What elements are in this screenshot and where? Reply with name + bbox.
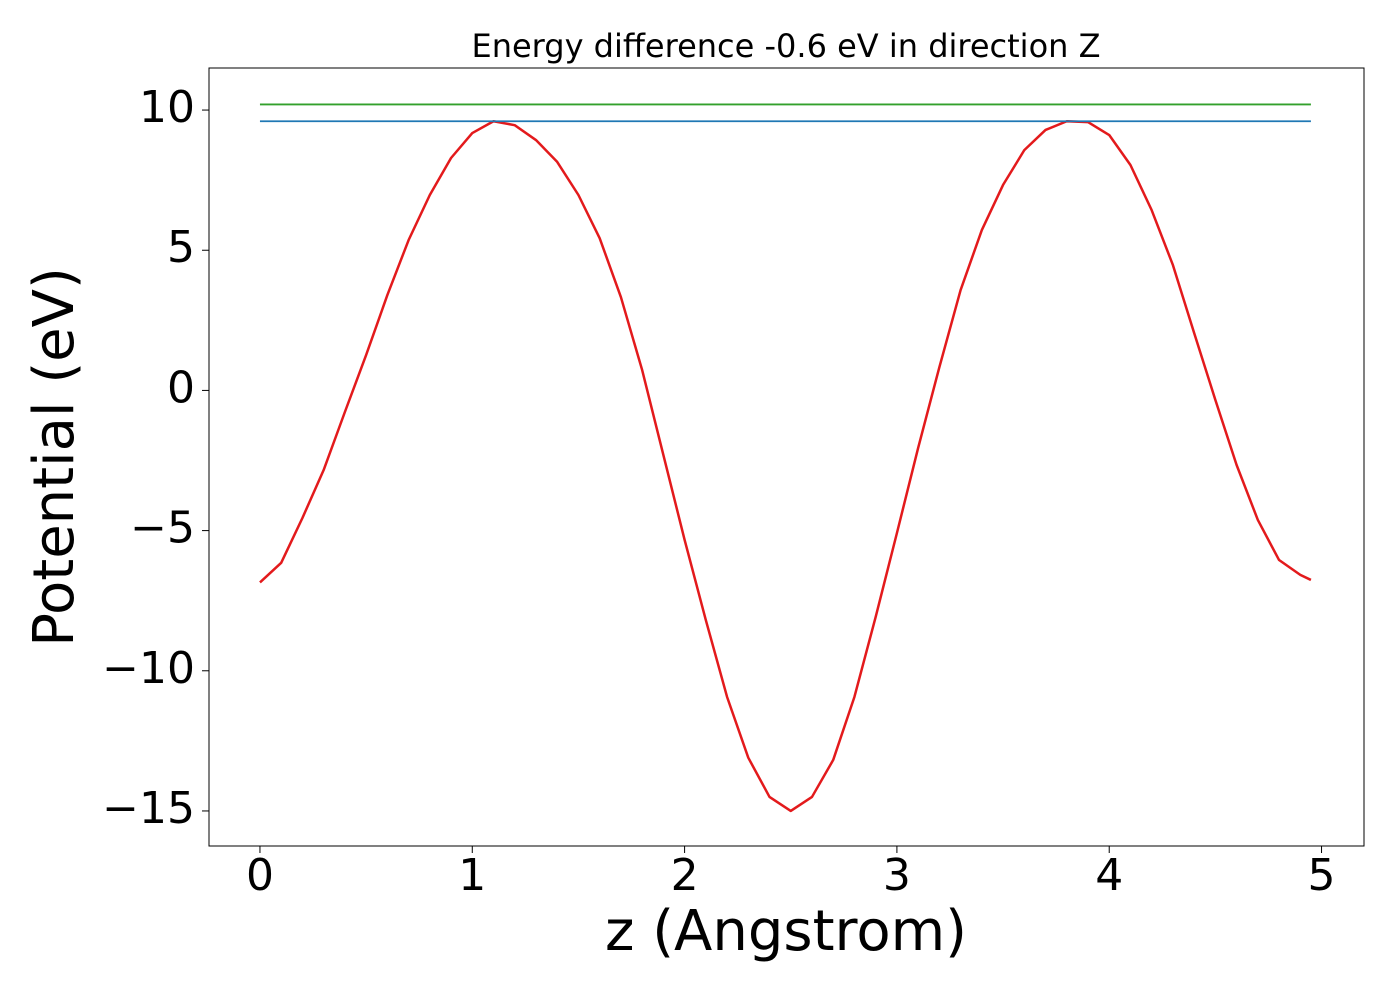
x-tick-label: 5 <box>1308 850 1336 901</box>
y-axis-label: Potential (eV) <box>22 267 87 647</box>
y-tick-label: −5 <box>130 503 195 554</box>
y-tick-label: −15 <box>102 783 195 834</box>
data-line <box>259 120 1312 813</box>
y-tick-label: −10 <box>102 643 195 694</box>
plot-frame <box>208 67 1365 847</box>
x-tick-label: 3 <box>883 850 911 901</box>
chart-title: Energy difference -0.6 eV in direction Z <box>471 27 1100 65</box>
x-axis-label: z (Angstrom) <box>605 899 967 964</box>
x-tick-label: 2 <box>671 850 699 901</box>
x-tick-label: 0 <box>246 850 274 901</box>
x-tick-label: 1 <box>458 850 486 901</box>
x-tick-label: 4 <box>1095 850 1123 901</box>
y-tick-label: 0 <box>167 362 195 413</box>
y-tick-label: 10 <box>139 82 195 133</box>
y-tick-label: 5 <box>167 222 195 273</box>
